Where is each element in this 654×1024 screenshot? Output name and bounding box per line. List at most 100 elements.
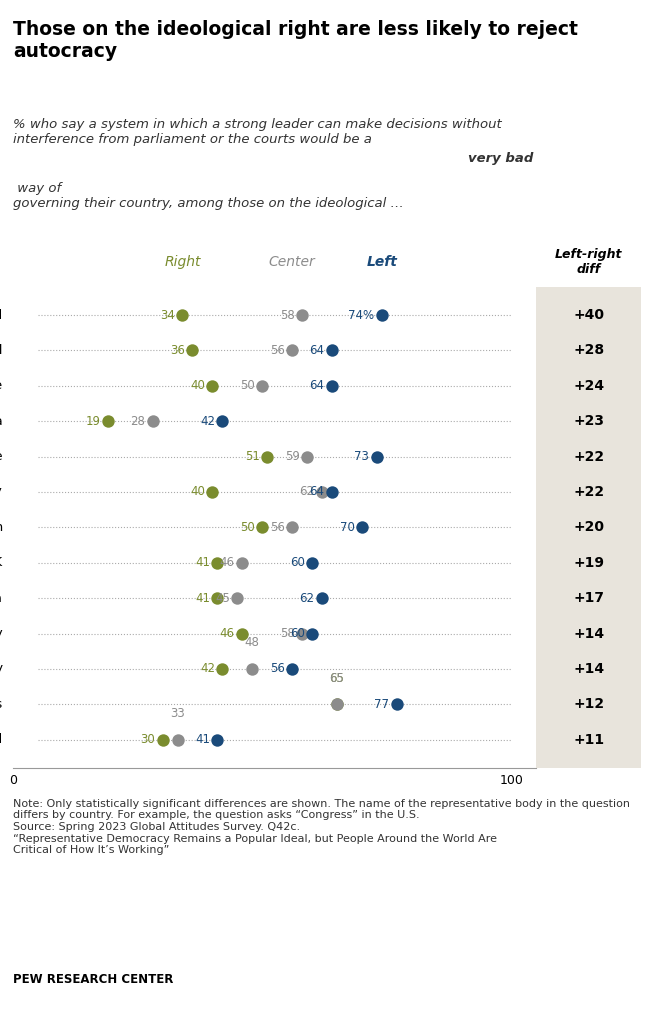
Point <box>172 731 182 748</box>
Text: 36: 36 <box>170 344 185 357</box>
Text: 58: 58 <box>280 308 294 322</box>
Text: 70: 70 <box>339 521 354 534</box>
Point <box>302 449 313 465</box>
Text: Brazil: Brazil <box>0 733 3 746</box>
Point <box>177 307 188 324</box>
Text: 41: 41 <box>195 733 210 746</box>
Point <box>247 660 258 677</box>
Text: +22: +22 <box>573 485 604 499</box>
Text: Left-right
diff: Left-right diff <box>555 248 623 276</box>
Point <box>232 590 243 606</box>
Text: Greece: Greece <box>0 451 3 463</box>
Text: Germany: Germany <box>0 663 3 676</box>
Text: 62: 62 <box>300 485 315 499</box>
Point <box>327 483 337 500</box>
Point <box>297 307 307 324</box>
Text: Australia: Australia <box>0 592 3 604</box>
Text: +17: +17 <box>573 591 604 605</box>
Text: PEW RESEARCH CENTER: PEW RESEARCH CENTER <box>13 973 173 986</box>
Point <box>356 519 367 536</box>
Text: 28: 28 <box>130 415 145 428</box>
Text: 73: 73 <box>354 451 370 463</box>
Text: 40: 40 <box>190 379 205 392</box>
Text: 42: 42 <box>200 415 215 428</box>
Text: 45: 45 <box>215 592 230 604</box>
Point <box>158 731 168 748</box>
Point <box>212 555 222 571</box>
Text: +19: +19 <box>573 556 604 569</box>
Text: +24: +24 <box>573 379 604 393</box>
Point <box>207 378 218 394</box>
Text: 46: 46 <box>220 556 235 569</box>
Point <box>207 483 218 500</box>
Text: Center: Center <box>269 255 315 269</box>
Text: 50: 50 <box>240 379 255 392</box>
Text: 64: 64 <box>309 344 324 357</box>
Point <box>147 413 158 429</box>
Text: 74%: 74% <box>348 308 374 322</box>
Point <box>237 626 247 642</box>
Text: 50: 50 <box>240 521 255 534</box>
Text: 51: 51 <box>245 451 260 463</box>
Text: +22: +22 <box>573 450 604 464</box>
Text: 41: 41 <box>195 556 210 569</box>
Text: Netherlands: Netherlands <box>0 697 3 711</box>
Text: Hungary: Hungary <box>0 485 3 499</box>
Text: +28: +28 <box>573 343 604 357</box>
Text: South Korea: South Korea <box>0 415 3 428</box>
Text: very bad: very bad <box>468 152 533 165</box>
Text: 56: 56 <box>269 663 284 676</box>
Point <box>187 342 198 358</box>
Point <box>307 555 317 571</box>
Text: +12: +12 <box>573 697 604 712</box>
Point <box>317 590 327 606</box>
Text: 33: 33 <box>170 708 185 720</box>
Text: 58: 58 <box>280 627 294 640</box>
Point <box>287 519 298 536</box>
Text: % who say a system in which a strong leader can make decisions without
interfere: % who say a system in which a strong lea… <box>13 118 502 145</box>
Point <box>332 696 342 713</box>
Point <box>327 342 337 358</box>
Point <box>287 660 298 677</box>
Text: +40: +40 <box>573 308 604 322</box>
Text: 48: 48 <box>245 637 260 649</box>
Text: 19: 19 <box>85 415 100 428</box>
Text: Left: Left <box>366 255 397 269</box>
Text: 40: 40 <box>190 485 205 499</box>
Text: 64: 64 <box>309 379 324 392</box>
Point <box>103 413 113 429</box>
Point <box>287 342 298 358</box>
Text: UK: UK <box>0 556 3 569</box>
Text: Israel: Israel <box>0 308 3 322</box>
Text: 65: 65 <box>330 672 345 685</box>
Point <box>297 626 307 642</box>
Text: +14: +14 <box>573 627 604 641</box>
Text: 64: 64 <box>309 485 324 499</box>
Text: France: France <box>0 379 3 392</box>
Point <box>212 731 222 748</box>
Point <box>217 660 228 677</box>
Text: 59: 59 <box>284 451 300 463</box>
Text: 77: 77 <box>374 697 389 711</box>
Text: 60: 60 <box>290 627 305 640</box>
Point <box>371 449 382 465</box>
Point <box>257 378 267 394</box>
Text: 46: 46 <box>220 627 235 640</box>
Text: Italy: Italy <box>0 627 3 640</box>
Text: 60: 60 <box>290 556 305 569</box>
Text: 42: 42 <box>200 663 215 676</box>
Point <box>317 483 327 500</box>
Text: 41: 41 <box>195 592 210 604</box>
Text: 62: 62 <box>300 592 315 604</box>
Text: +11: +11 <box>573 733 604 746</box>
Text: Right: Right <box>164 255 201 269</box>
Text: 34: 34 <box>160 308 175 322</box>
Point <box>217 413 228 429</box>
Point <box>377 307 387 324</box>
Text: +14: +14 <box>573 662 604 676</box>
Text: 65: 65 <box>330 672 345 685</box>
Text: 56: 56 <box>269 521 284 534</box>
Point <box>237 555 247 571</box>
Text: +20: +20 <box>573 520 604 535</box>
Point <box>262 449 273 465</box>
